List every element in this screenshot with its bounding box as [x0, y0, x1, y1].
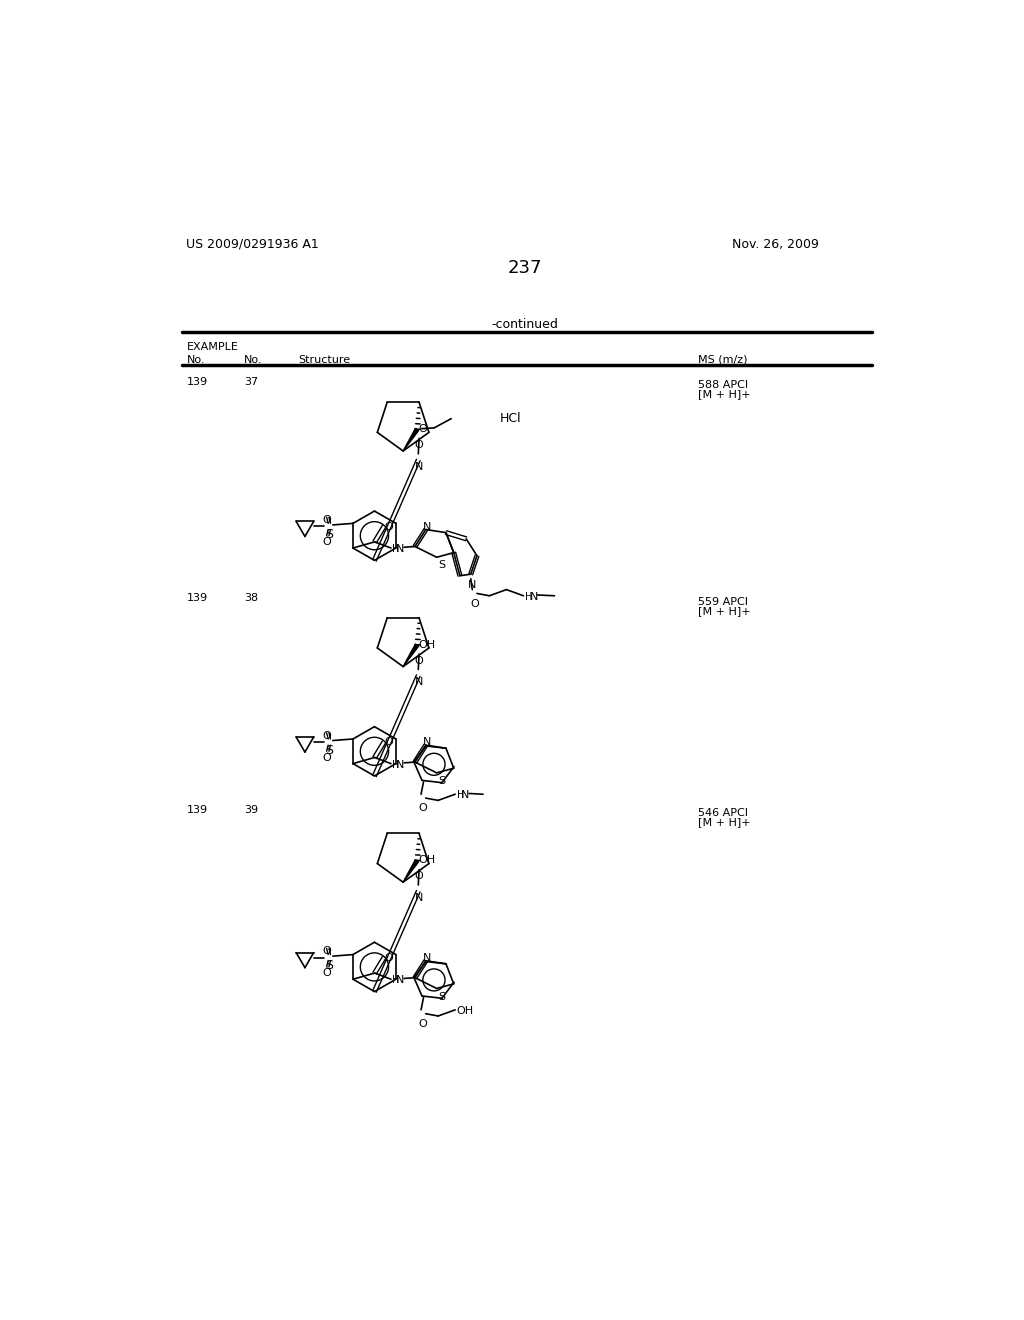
Text: O: O — [419, 424, 427, 434]
Text: N: N — [468, 581, 476, 590]
Text: O: O — [415, 656, 423, 665]
Text: O: O — [385, 738, 393, 747]
Text: OH: OH — [457, 1006, 474, 1016]
Text: MS (m/z): MS (m/z) — [697, 355, 748, 364]
Text: 559 APCI: 559 APCI — [697, 597, 748, 606]
Text: O: O — [323, 752, 332, 763]
Text: [M + H]+: [M + H]+ — [697, 389, 751, 400]
Text: No.: No. — [187, 355, 206, 364]
Text: O: O — [419, 1019, 427, 1030]
Text: OH: OH — [419, 640, 436, 649]
Text: H: H — [525, 591, 532, 602]
Text: O: O — [323, 515, 332, 525]
Text: OH: OH — [419, 855, 436, 865]
Text: N: N — [423, 738, 431, 747]
Text: HCl: HCl — [500, 412, 521, 425]
Text: 139: 139 — [187, 594, 208, 603]
Polygon shape — [403, 644, 419, 667]
Text: N: N — [396, 975, 404, 985]
Text: N: N — [415, 892, 423, 903]
Text: O: O — [419, 804, 427, 813]
Text: S: S — [438, 991, 445, 1002]
Text: 546 APCI: 546 APCI — [697, 808, 748, 818]
Text: [M + H]+: [M + H]+ — [697, 606, 751, 615]
Polygon shape — [403, 859, 419, 882]
Text: 37: 37 — [245, 378, 258, 387]
Text: Nov. 26, 2009: Nov. 26, 2009 — [732, 238, 819, 251]
Text: H: H — [392, 975, 399, 985]
Text: H: H — [392, 760, 399, 770]
Text: S: S — [438, 776, 445, 785]
Text: H: H — [392, 544, 399, 554]
Text: No.: No. — [245, 355, 263, 364]
Text: O: O — [385, 953, 393, 964]
Text: S: S — [325, 528, 333, 541]
Text: 38: 38 — [245, 594, 258, 603]
Text: N: N — [396, 544, 404, 554]
Text: O: O — [323, 730, 332, 741]
Polygon shape — [403, 429, 419, 451]
Text: N: N — [529, 591, 538, 602]
Text: Structure: Structure — [299, 355, 350, 364]
Text: O: O — [323, 946, 332, 956]
Text: S: S — [325, 743, 333, 756]
Text: O: O — [323, 537, 332, 548]
Text: 237: 237 — [508, 259, 542, 276]
Text: N: N — [423, 953, 431, 964]
Text: 139: 139 — [187, 378, 208, 387]
Text: 588 APCI: 588 APCI — [697, 380, 748, 391]
Text: H: H — [457, 791, 464, 800]
Text: 39: 39 — [245, 805, 258, 816]
Text: N: N — [423, 521, 431, 532]
Text: O: O — [415, 871, 423, 882]
Text: S: S — [325, 960, 333, 973]
Text: N: N — [415, 462, 423, 471]
Text: N: N — [415, 677, 423, 688]
Text: O: O — [470, 599, 479, 609]
Text: EXAMPLE: EXAMPLE — [187, 342, 239, 352]
Text: US 2009/0291936 A1: US 2009/0291936 A1 — [186, 238, 318, 251]
Text: N: N — [396, 760, 404, 770]
Text: 139: 139 — [187, 805, 208, 816]
Text: O: O — [323, 969, 332, 978]
Text: -continued: -continued — [492, 318, 558, 331]
Text: O: O — [385, 521, 393, 532]
Text: O: O — [415, 440, 423, 450]
Text: [M + H]+: [M + H]+ — [697, 817, 751, 828]
Text: N: N — [462, 791, 470, 800]
Text: S: S — [438, 561, 445, 570]
